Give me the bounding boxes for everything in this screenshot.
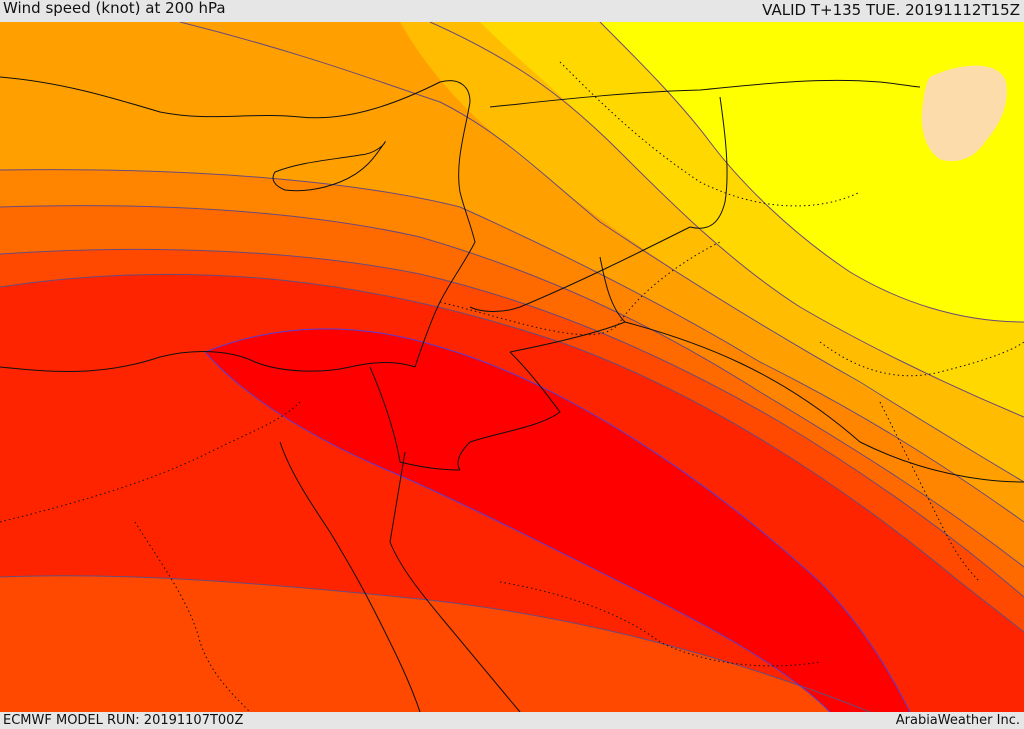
footer-bar: ECMWF MODEL RUN: 20191107T00Z ArabiaWeat… — [0, 712, 1024, 729]
header-bar: Wind speed (knot) at 200 hPa VALID T+135… — [0, 0, 1024, 22]
country-borders — [369, 79, 1024, 483]
map-title: Wind speed (knot) at 200 hPa — [3, 0, 226, 17]
borders — [0, 61, 1024, 712]
contour-lines — [0, 22, 1024, 712]
map-canvas — [0, 22, 1024, 712]
band-core-red — [205, 328, 910, 712]
wind-speed-map[interactable] — [0, 22, 1024, 712]
band-yellow — [600, 22, 1024, 322]
low-wind-pocket — [921, 65, 1007, 162]
valid-time: VALID T+135 TUE. 20191112T15Z — [762, 1, 1020, 19]
credit-label: ArabiaWeather Inc. — [895, 713, 1020, 728]
coastlines — [0, 76, 521, 712]
model-run-label: ECMWF MODEL RUN: 20191107T00Z — [3, 713, 244, 728]
